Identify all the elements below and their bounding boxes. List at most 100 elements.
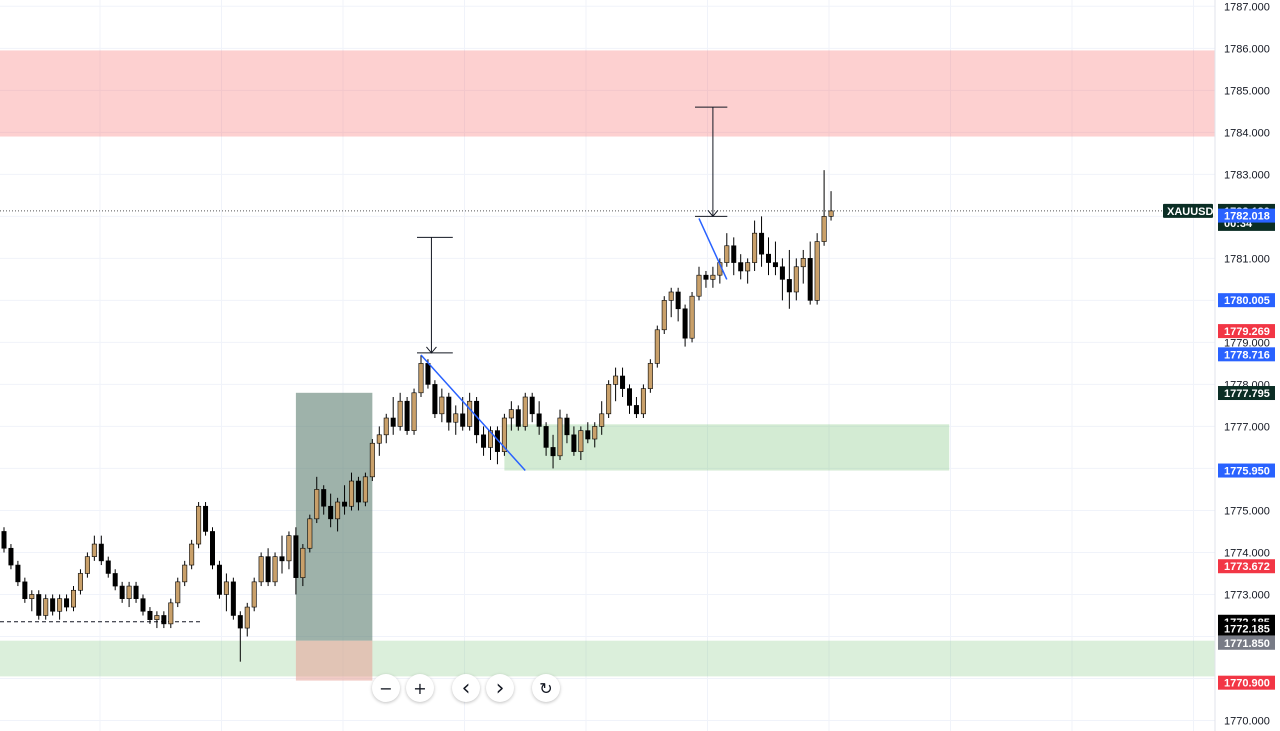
candle-body [487,430,493,448]
candle-body [230,581,236,616]
price-tag: 1779.269 [1218,324,1275,339]
candle-body [633,405,639,415]
candle [390,397,396,435]
candle-body [383,417,389,436]
candle-body [1,531,7,549]
candle [536,401,542,435]
price-tag-label: 1770.900 [1224,678,1270,690]
candle-body [210,531,216,566]
candle-body [647,363,653,389]
candle-body [765,253,771,263]
price-tag: 1770.900 [1218,675,1275,690]
candle [119,581,125,603]
candle [362,472,368,507]
candle [828,191,834,221]
candle-body [328,505,334,520]
candle [557,409,563,461]
price-tag-bg [1218,347,1275,362]
supply-zone [0,50,1215,137]
scroll-left-button[interactable]: ‹ [452,674,480,702]
candle-body [133,585,139,599]
candle-body [453,413,459,423]
candle-body [668,291,674,301]
candle-body [348,480,354,507]
candle [168,598,174,629]
candle-body [15,564,21,583]
candle-body [300,547,306,578]
candle [237,611,243,662]
candle [682,304,688,347]
price-tag-bg [1218,463,1275,478]
candle [133,581,139,603]
candle-body [772,262,778,268]
candle [654,325,660,368]
candle-body [57,598,63,612]
chart-toolbar: − + ‹ › ↻ [370,674,570,704]
candle-body [821,216,827,242]
candle [293,527,299,595]
candle [411,388,417,435]
candle [821,170,827,246]
zoom-out-button[interactable]: − [372,674,400,702]
candle-body [529,396,535,415]
candle-body [703,274,709,280]
candle-body [36,594,42,616]
candle [112,569,118,591]
candle-body [481,434,487,448]
candle [606,380,612,419]
candle [300,544,306,587]
candle-body [404,400,410,431]
price-tick-label: 1770.000 [1224,715,1270,727]
candle [626,384,632,414]
candle-body [828,210,834,217]
price-axis: 1770.000 1773.000 1774.000 1775.000 1777.000… [1214,0,1280,731]
candle [230,577,236,620]
candle-body [571,434,577,452]
price-tag-bg [1218,621,1275,636]
candle-body [536,413,542,427]
candle [432,380,438,419]
zoom-in-button[interactable]: + [406,674,434,702]
price-tag-bg [1218,675,1275,690]
price-tick-label: 1773.000 [1224,589,1270,601]
price-tag-label: 1782.018 [1224,211,1270,223]
reset-chart-button[interactable]: ↻ [532,674,560,702]
candle-body [342,501,348,507]
price-tick-label: 1774.000 [1224,547,1270,559]
price-tag-label: 1778.716 [1224,349,1270,361]
candle-body [272,556,278,583]
candle [613,367,619,402]
trendline [420,354,526,472]
scroll-right-button[interactable]: › [486,674,514,702]
price-tick-label: 1787.000 [1224,1,1270,13]
candle-body [168,602,174,625]
projection-arrow [695,106,728,218]
price-tag-bg [1218,324,1275,339]
candle [779,258,785,301]
candle [77,569,83,595]
candle-body [91,543,97,557]
candle-body [759,232,765,255]
candle [265,548,271,587]
price-axis-bg [1215,0,1280,731]
candle [689,291,695,343]
candle-body [599,413,605,427]
candle [147,607,153,624]
candle-body [64,598,70,608]
candle-body [397,400,403,427]
candle [397,392,403,431]
candle [216,560,222,599]
candle-body [793,266,799,293]
price-tag: 1771.850 [1218,635,1275,650]
candle [550,434,556,469]
candle [98,535,104,566]
candle-body [606,384,612,415]
candle-body [8,547,14,566]
candle-body [508,409,514,419]
price-tag: 1778.716 [1218,347,1275,362]
price-tag: 1777.795 [1218,386,1275,401]
candle-body [661,300,667,331]
candle-body [321,489,327,507]
